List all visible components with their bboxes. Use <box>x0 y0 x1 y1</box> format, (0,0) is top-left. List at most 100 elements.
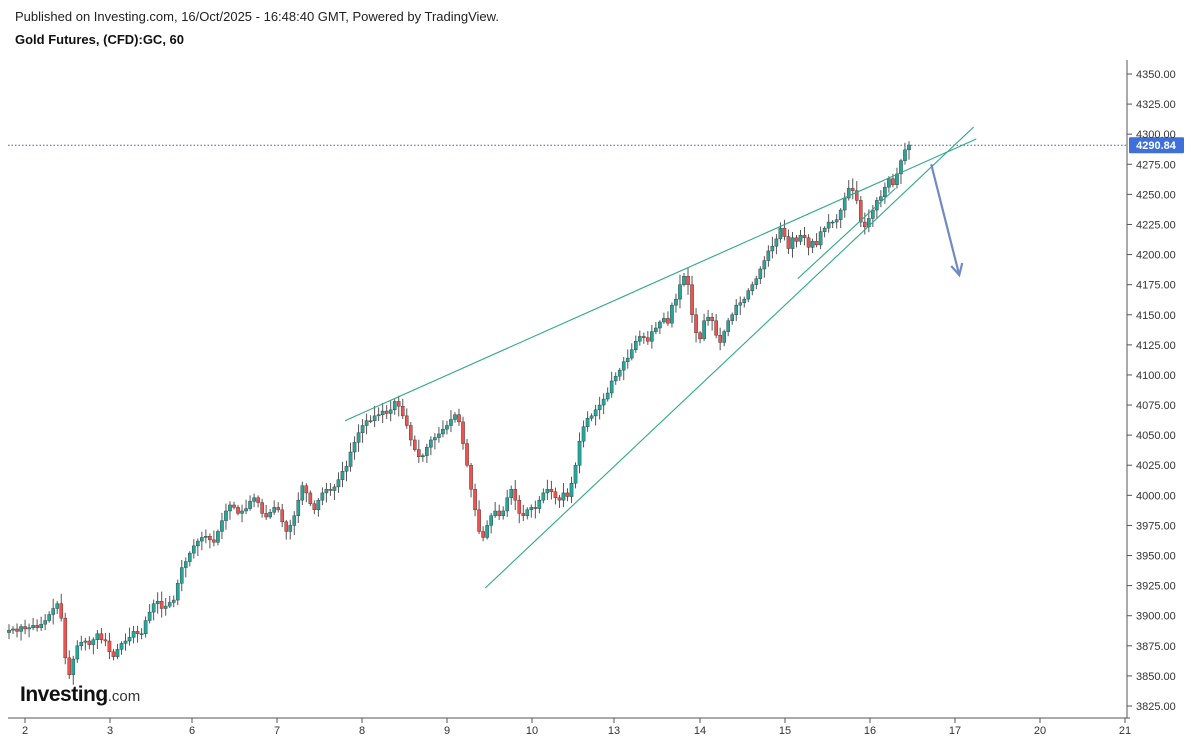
candle-body <box>260 502 264 514</box>
candle-body <box>718 335 722 343</box>
candle-up <box>252 493 256 508</box>
time-tick-label: 16 <box>864 725 876 737</box>
candle-body <box>224 510 228 521</box>
candle-body <box>842 197 847 211</box>
candle-body <box>151 603 156 613</box>
candle-body <box>481 531 485 538</box>
lower-wedge-line <box>484 126 975 589</box>
candle-body <box>344 466 349 472</box>
candle-down <box>87 636 92 650</box>
candle-down <box>404 408 409 429</box>
candle-up <box>175 579 180 606</box>
candle-body <box>433 437 437 441</box>
candle-body <box>384 410 389 414</box>
candle-body <box>887 178 891 188</box>
price-tick-label: 4325.00 <box>1136 99 1176 111</box>
candle-body <box>15 628 19 632</box>
candle-up <box>670 302 674 328</box>
candle-body <box>183 561 188 568</box>
candle-body <box>617 369 622 377</box>
candle-body <box>200 537 204 542</box>
candle-body <box>167 602 172 607</box>
candle-body <box>111 651 116 657</box>
candle-body <box>256 497 260 503</box>
projection-arrow <box>930 164 961 276</box>
candle-down <box>517 495 522 524</box>
candle-up <box>509 485 514 505</box>
candle-body <box>91 639 96 645</box>
candle-up <box>738 296 743 315</box>
price-tick-label: 4275.00 <box>1136 159 1176 171</box>
candle-up <box>244 499 248 515</box>
candle-down <box>23 619 27 635</box>
candle-body <box>449 419 453 426</box>
candle-up <box>79 635 84 651</box>
candle-body <box>573 465 578 484</box>
candle-down <box>457 408 461 426</box>
candle-up <box>155 592 160 614</box>
candle-body <box>585 418 590 427</box>
candle-up <box>654 322 658 335</box>
candle-body <box>425 446 429 456</box>
candle-body <box>356 432 361 443</box>
price-tick-label: 3875.00 <box>1136 641 1176 653</box>
candle-body <box>296 499 301 516</box>
candle-body <box>477 509 481 532</box>
candle-up <box>360 419 365 443</box>
candle-up <box>55 600 60 615</box>
price-tick-label: 4150.00 <box>1136 310 1176 322</box>
candle-down <box>850 178 855 200</box>
candle-body <box>204 536 208 538</box>
candle-down <box>642 332 646 344</box>
candle-body <box>408 425 413 441</box>
candle-up <box>119 641 124 655</box>
candle-body <box>625 357 630 362</box>
candle-down <box>521 504 526 522</box>
candle-up <box>115 643 120 660</box>
candle-up <box>702 313 706 342</box>
candle-down <box>481 526 485 542</box>
candle-body <box>670 304 674 324</box>
candle-down <box>686 267 690 295</box>
candle-up <box>577 432 582 474</box>
price-tick-label: 4125.00 <box>1136 340 1176 352</box>
candle-up <box>493 502 497 518</box>
candle-body <box>698 332 702 340</box>
price-tick-label: 4175.00 <box>1136 280 1176 292</box>
candle-up <box>545 479 550 500</box>
published-info: Published on Investing.com, 16/Oct/2025 … <box>15 9 499 24</box>
candle-body <box>95 633 100 640</box>
candle-body <box>421 455 425 458</box>
candle-up <box>638 330 642 346</box>
candle-body <box>232 504 236 508</box>
candle-body <box>650 331 654 342</box>
candle-up <box>585 411 590 432</box>
candle-up <box>605 387 610 402</box>
candle-body <box>714 320 718 336</box>
price-tick-label: 3825.00 <box>1136 701 1176 713</box>
candle-up <box>228 501 232 520</box>
candle-body <box>903 149 907 161</box>
candle-up <box>171 595 176 608</box>
candle-down <box>284 519 289 540</box>
candle-up <box>167 595 172 609</box>
candle-down <box>782 219 787 241</box>
candle-body <box>891 178 895 185</box>
candle-body <box>818 231 823 246</box>
price-tick-label: 4050.00 <box>1136 430 1176 442</box>
candle-up <box>895 167 899 189</box>
candle-body <box>589 415 594 419</box>
price-tick-label: 3850.00 <box>1136 671 1176 683</box>
candle-up <box>392 399 397 415</box>
candle-body <box>453 414 457 420</box>
candle-body <box>734 304 739 315</box>
candle-body <box>854 190 859 201</box>
candle-up <box>316 498 321 517</box>
candle-body <box>332 486 337 491</box>
candle-body <box>23 626 27 630</box>
candle-down <box>698 330 702 344</box>
candle-body <box>175 583 180 601</box>
candle-body <box>537 499 542 509</box>
candle-up <box>597 396 602 420</box>
